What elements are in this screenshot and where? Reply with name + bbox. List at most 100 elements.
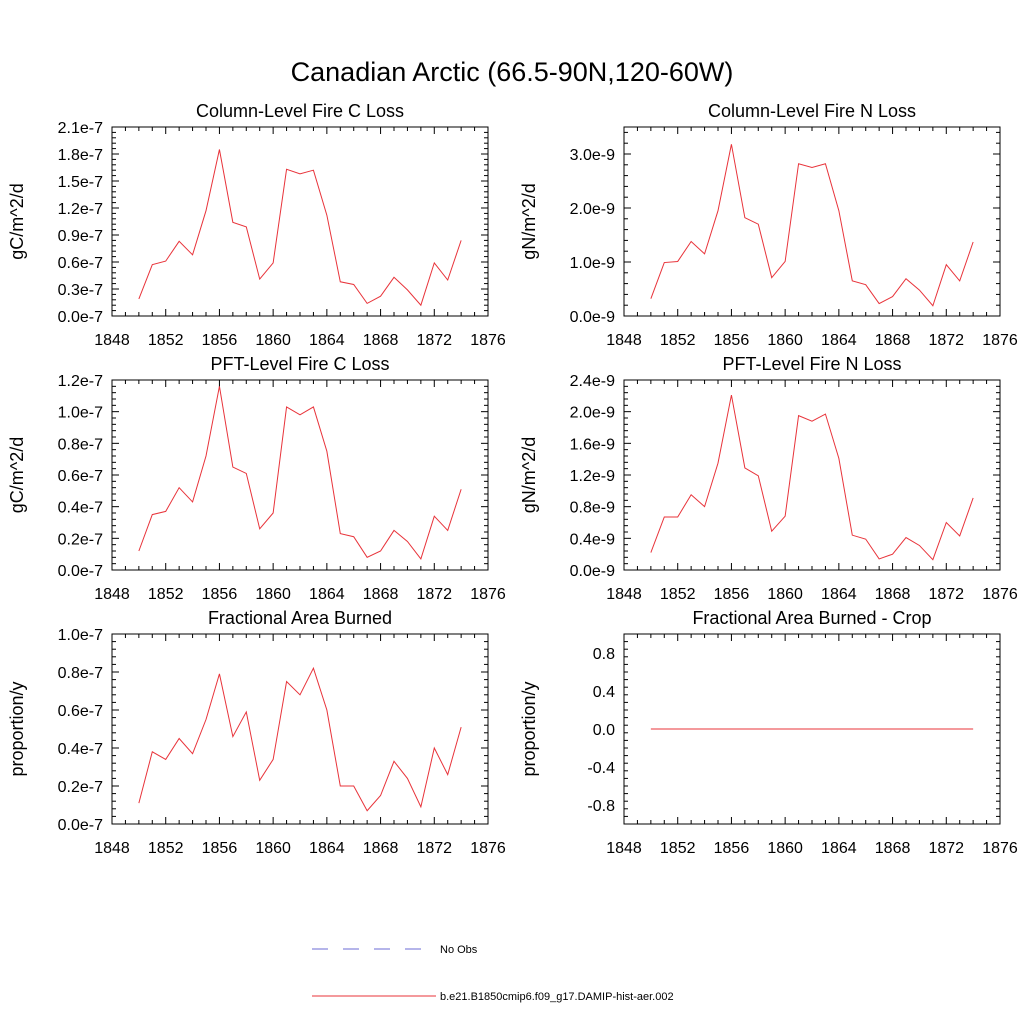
x-tick-label: 1872 — [928, 332, 964, 349]
panel-title: Fractional Area Burned — [208, 608, 392, 628]
x-tick-label: 1864 — [309, 840, 345, 857]
panel-title: PFT-Level Fire N Loss — [722, 354, 901, 374]
y-tick-label: 0.8e-9 — [570, 500, 615, 517]
plot-frame — [111, 126, 489, 317]
x-tick-label: 1856 — [202, 586, 238, 603]
panel-title: PFT-Level Fire C Loss — [210, 354, 389, 374]
y-tick-label: 0.0e-9 — [570, 563, 615, 580]
panel-title: Column-Level Fire C Loss — [196, 101, 404, 121]
x-tick-label: 1856 — [714, 586, 750, 603]
legend-label-model: b.e21.B1850cmip6.f09_g17.DAMIP-hist-aer.… — [440, 991, 674, 1003]
y-tick-label: 0.9e-7 — [58, 228, 103, 245]
series-line — [138, 149, 462, 307]
x-tick-label: 1848 — [606, 332, 642, 349]
y-tick-label: -0.4 — [587, 760, 615, 777]
series-line — [650, 144, 974, 307]
y-tick-label: 1.2e-7 — [58, 373, 103, 390]
panel-title: Column-Level Fire N Loss — [708, 101, 916, 121]
x-tick-label: 1860 — [767, 586, 803, 603]
plot-frame — [111, 633, 489, 825]
plot-frame — [623, 379, 1001, 571]
y-tick-label: 1.8e-7 — [58, 147, 103, 164]
y-tick-label: 0.3e-7 — [58, 282, 103, 299]
y-tick-label: 0.0 — [593, 722, 615, 739]
y-tick-label: 1.5e-7 — [58, 174, 103, 191]
y-tick-label: 0.6e-7 — [58, 703, 103, 720]
x-tick-label: 1860 — [767, 332, 803, 349]
x-tick-label: 1856 — [714, 840, 750, 857]
y-tick-label: 2.0e-9 — [570, 201, 615, 218]
x-tick-label: 1848 — [94, 586, 130, 603]
x-tick-label: 1852 — [660, 332, 696, 349]
x-tick-label: 1852 — [660, 840, 696, 857]
x-tick-label: 1868 — [363, 332, 399, 349]
x-tick-label: 1864 — [821, 840, 857, 857]
x-tick-label: 1868 — [363, 586, 399, 603]
y-tick-label: 0.2e-7 — [58, 779, 103, 796]
x-tick-label: 1876 — [982, 332, 1018, 349]
panel-5: Fractional Area Burned proportion/y 1848 18… — [7, 608, 506, 857]
x-tick-label: 1876 — [470, 332, 506, 349]
y-tick-label: 0.4 — [593, 684, 615, 701]
y-tick-label: 0.6e-7 — [58, 468, 103, 485]
x-tick-label: 1852 — [148, 332, 184, 349]
y-tick-label: 1.2e-9 — [570, 468, 615, 485]
x-tick-label: 1868 — [363, 840, 399, 857]
x-tick-label: 1868 — [875, 586, 911, 603]
y-axis-label: proportion/y — [7, 681, 27, 776]
y-tick-label: 0.8 — [593, 646, 615, 663]
y-tick-label: 2.1e-7 — [58, 120, 103, 137]
panel-3: PFT-Level Fire C Loss gC/m^2/d 1848 1852 185… — [7, 354, 506, 603]
x-tick-label: 1864 — [821, 332, 857, 349]
y-axis-label: gC/m^2/d — [7, 437, 27, 513]
x-tick-label: 1848 — [606, 840, 642, 857]
x-tick-label: 1876 — [470, 586, 506, 603]
panel-6: Fractional Area Burned - Crop proportion/… — [519, 608, 1018, 857]
x-tick-label: 1872 — [416, 840, 452, 857]
panel-4: PFT-Level Fire N Loss gN/m^2/d 1848 1852 185… — [519, 354, 1018, 603]
x-tick-label: 1860 — [255, 586, 291, 603]
x-tick-label: 1872 — [416, 586, 452, 603]
y-tick-label: 0.8e-7 — [58, 665, 103, 682]
x-tick-label: 1848 — [94, 840, 130, 857]
plot-frame — [111, 379, 489, 571]
x-tick-label: 1876 — [982, 840, 1018, 857]
x-tick-label: 1852 — [660, 586, 696, 603]
y-tick-label: 0.2e-7 — [58, 531, 103, 548]
series-line — [138, 666, 462, 812]
y-axis-label: gN/m^2/d — [519, 437, 539, 513]
panel-title: Fractional Area Burned - Crop — [692, 608, 931, 628]
x-tick-label: 1868 — [875, 840, 911, 857]
y-axis-label: gN/m^2/d — [519, 183, 539, 259]
legend-label-no-obs: No Obs — [440, 944, 478, 956]
y-tick-label: 0.4e-7 — [58, 741, 103, 758]
x-tick-label: 1856 — [202, 332, 238, 349]
y-tick-label: 2.4e-9 — [570, 373, 615, 390]
series-line — [138, 386, 462, 560]
plot-frame — [623, 126, 1001, 317]
y-tick-label: 0.0e-7 — [58, 817, 103, 834]
y-tick-label: 0.0e-7 — [58, 563, 103, 580]
x-tick-label: 1848 — [94, 332, 130, 349]
x-tick-label: 1860 — [255, 840, 291, 857]
x-tick-label: 1856 — [202, 840, 238, 857]
y-axis-label: gC/m^2/d — [7, 183, 27, 259]
y-tick-label: 1.0e-9 — [570, 255, 615, 272]
y-tick-label: 0.0e-7 — [58, 309, 103, 326]
series-line — [650, 394, 974, 561]
x-tick-label: 1848 — [606, 586, 642, 603]
y-tick-label: 0.0e-9 — [570, 309, 615, 326]
x-tick-label: 1864 — [821, 586, 857, 603]
y-tick-label: 0.6e-7 — [58, 255, 103, 272]
y-tick-label: 2.0e-9 — [570, 405, 615, 422]
figure-title: Canadian Arctic (66.5-90N,120-60W) — [291, 57, 734, 87]
x-tick-label: 1872 — [928, 586, 964, 603]
x-tick-label: 1852 — [148, 840, 184, 857]
y-tick-label: 1.2e-7 — [58, 201, 103, 218]
x-tick-label: 1856 — [714, 332, 750, 349]
x-tick-label: 1852 — [148, 586, 184, 603]
panel-2: Column-Level Fire N Loss gN/m^2/d 1848 1852… — [519, 101, 1018, 349]
y-tick-label: 0.8e-7 — [58, 436, 103, 453]
x-tick-label: 1872 — [416, 332, 452, 349]
